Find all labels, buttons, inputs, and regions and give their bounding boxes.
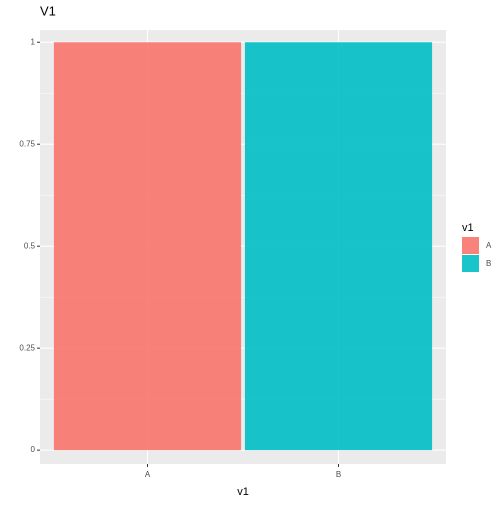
y-tick-label: 0.75 bbox=[19, 139, 35, 148]
y-tick-label: 0 bbox=[31, 445, 36, 454]
marks bbox=[53, 42, 433, 451]
x-tick-label: B bbox=[336, 470, 341, 479]
x-axis-label: v1 bbox=[237, 486, 249, 498]
y-tick-label: 0.5 bbox=[24, 241, 36, 250]
bar bbox=[53, 42, 242, 451]
legend-title: v1 bbox=[462, 222, 474, 234]
chart-title: V1 bbox=[40, 3, 56, 18]
legend-key bbox=[462, 237, 479, 254]
legend-key bbox=[462, 255, 479, 272]
legend-label: B bbox=[486, 259, 491, 268]
bar bbox=[244, 42, 433, 451]
x-tick-label: A bbox=[145, 470, 151, 479]
y-tick-label: 0.25 bbox=[19, 343, 35, 352]
y-tick-label: 1 bbox=[31, 37, 36, 46]
legend-label: A bbox=[486, 241, 492, 250]
